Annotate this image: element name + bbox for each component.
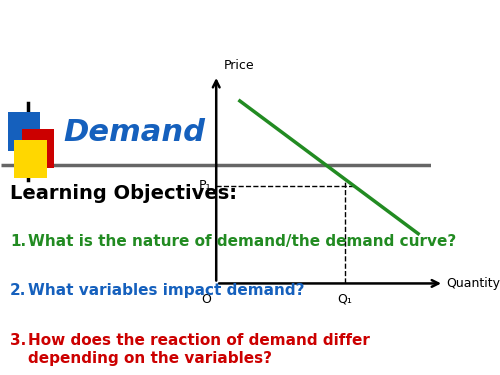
Text: 1.: 1.	[10, 234, 26, 249]
Text: What is the nature of demand/the demand curve?: What is the nature of demand/the demand …	[28, 234, 456, 249]
Text: 3.: 3.	[10, 333, 26, 348]
Bar	[8, 112, 40, 151]
Text: P₁: P₁	[198, 179, 211, 192]
Text: O: O	[201, 292, 211, 306]
Text: What variables impact demand?: What variables impact demand?	[28, 284, 304, 298]
Text: Quantity: Quantity	[446, 277, 500, 290]
Text: Price: Price	[224, 59, 254, 72]
Text: Learning Objectives:: Learning Objectives:	[10, 184, 237, 203]
Bar	[14, 140, 46, 178]
Text: Demand: Demand	[64, 118, 206, 147]
Text: 2.: 2.	[10, 284, 26, 298]
Text: Q₁: Q₁	[338, 292, 352, 306]
Text: How does the reaction of demand differ
depending on the variables?: How does the reaction of demand differ d…	[28, 333, 370, 366]
Bar	[22, 129, 54, 168]
